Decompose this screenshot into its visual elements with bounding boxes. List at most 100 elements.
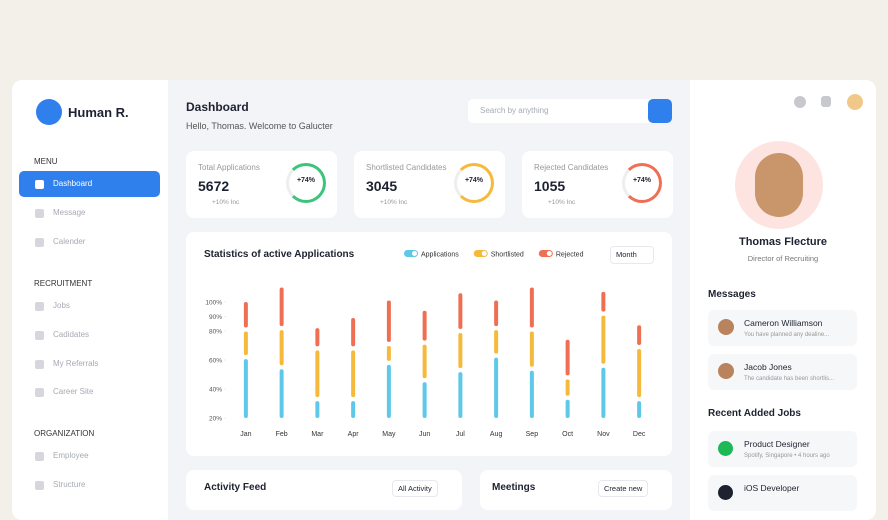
- brand: Human R.: [68, 105, 129, 120]
- period-select[interactable]: Month: [610, 246, 654, 264]
- stat-value: 5672: [198, 178, 230, 194]
- x-tick-label: Jul: [456, 431, 465, 438]
- stat-card: Shortlisted Candidates 3045 +10% Inc +74%: [354, 151, 505, 218]
- job-logo: [718, 485, 733, 500]
- profile-name: Thomas Flecture: [738, 236, 828, 248]
- bar-segment: [351, 401, 356, 418]
- job-title: iOS Developer: [744, 483, 800, 493]
- search-box[interactable]: Search by anything: [468, 99, 672, 123]
- bar-segment: [458, 333, 463, 369]
- x-tick-label: May: [382, 431, 396, 438]
- profile-avatar: [735, 141, 823, 229]
- nav-icon: [35, 388, 44, 397]
- bar-segment: [386, 300, 391, 343]
- bar-segment: [565, 339, 570, 376]
- nav-item[interactable]: My Referrals: [53, 359, 99, 368]
- chart: 20% 40% 60% 80% 90% 100% Applications Shortlist…: [205, 250, 646, 438]
- bell-icon[interactable]: [821, 96, 831, 107]
- page: Human R. MENU Dashboard Message Calender REC…: [12, 80, 876, 520]
- stat-note: +10% Inc: [212, 199, 240, 206]
- bar-segment: [279, 369, 284, 418]
- x-tick-label: Dec: [633, 431, 646, 438]
- nav-item[interactable]: Message: [53, 208, 86, 217]
- bar-segment: [565, 399, 570, 418]
- help-icon[interactable]: [794, 96, 806, 108]
- stat-label: Rejected Candidates: [534, 163, 609, 172]
- legend-label: Applications: [421, 252, 459, 259]
- bar-segment: [529, 331, 534, 367]
- nav-icon: [35, 238, 44, 247]
- jobs-title: Recent Added Jobs: [708, 408, 801, 419]
- bar-segment: [243, 302, 248, 328]
- job-title: Product Designer: [744, 439, 810, 449]
- chart-title: Statistics of active Applications: [204, 249, 355, 260]
- bar-segment: [601, 367, 606, 418]
- bar-segment: [243, 359, 248, 418]
- nav-icon: [35, 180, 44, 189]
- section-title: ORGANIZATION: [34, 429, 95, 438]
- bar-segment: [315, 401, 320, 418]
- bar-segment: [529, 370, 534, 418]
- message-item[interactable]: Jacob Jones The candidate has been shortl…: [708, 354, 857, 390]
- logo: [36, 99, 62, 125]
- message-name: Cameron Williamson: [744, 318, 823, 328]
- stat-ring: [454, 163, 494, 203]
- bar-segment: [315, 350, 320, 398]
- avatar-small[interactable]: [847, 94, 863, 110]
- meetings-title: Meetings: [492, 482, 536, 493]
- y-tick-label: 80%: [209, 329, 222, 336]
- bar-segment: [351, 350, 356, 398]
- meetings-action[interactable]: Create new: [598, 480, 649, 497]
- stat-badge: +74%: [464, 177, 484, 184]
- bar-segment: [351, 317, 356, 347]
- stat-value: 3045: [366, 178, 398, 194]
- section-title: MENU: [34, 157, 58, 166]
- legend-knob: [481, 251, 487, 256]
- message-avatar: [718, 363, 734, 379]
- stat-label: Shortlisted Candidates: [366, 163, 447, 172]
- y-tick-label: 60%: [209, 358, 222, 365]
- x-tick-label: Oct: [562, 431, 573, 438]
- legend-label: Rejected: [556, 252, 584, 259]
- x-tick-label: Feb: [276, 431, 288, 438]
- bar-segment: [458, 372, 463, 418]
- nav-icon: [35, 360, 44, 369]
- nav-item[interactable]: Jobs: [53, 301, 70, 310]
- nav-item[interactable]: Career Site: [53, 387, 94, 396]
- nav-item[interactable]: Structure: [53, 480, 86, 489]
- nav-item[interactable]: Calender: [53, 237, 86, 246]
- nav-icon: [35, 209, 44, 218]
- bar-segment: [529, 287, 534, 328]
- nav-item[interactable]: Employee: [53, 451, 89, 460]
- activity-filter[interactable]: All Activity: [392, 480, 438, 497]
- bar-segment: [243, 331, 248, 356]
- message-item[interactable]: Cameron Williamson You have planned any d…: [708, 310, 857, 346]
- y-tick-label: 40%: [209, 387, 222, 394]
- job-item[interactable]: iOS Developer: [708, 475, 857, 511]
- x-tick-label: Apr: [348, 431, 360, 438]
- bar-segment: [422, 310, 427, 341]
- bar-segment: [494, 300, 499, 327]
- search-button[interactable]: [648, 99, 672, 123]
- nav-item[interactable]: Cadidates: [53, 330, 90, 339]
- bar-segment: [279, 330, 284, 366]
- bar-segment: [601, 291, 606, 312]
- nav-item[interactable]: Dashboard: [53, 179, 93, 188]
- stat-badge: +74%: [632, 177, 652, 184]
- stat-note: +10% Inc: [380, 199, 408, 206]
- legend-label: Shortlisted: [491, 252, 524, 259]
- stat-card: Rejected Candidates 1055 +10% Inc +74%: [522, 151, 673, 218]
- message-text: You have planned any dealine...: [744, 332, 830, 338]
- job-item[interactable]: Product Designer Spotify, Singapore • 4 h…: [708, 431, 857, 467]
- job-logo: [718, 441, 733, 456]
- bar-segment: [637, 325, 642, 345]
- stat-card: Total Applications 5672 +10% Inc +74%: [186, 151, 337, 218]
- page-title: Dashboard: [186, 100, 249, 114]
- chart-card: Statistics of active Applications Month …: [186, 232, 672, 456]
- x-tick-label: Jun: [419, 431, 430, 438]
- y-tick-label: 20%: [209, 416, 222, 423]
- bar-segment: [601, 315, 606, 364]
- message-text: The candidate has been shortlis...: [744, 376, 835, 382]
- y-tick-label: 90%: [209, 314, 222, 321]
- nav-icon: [35, 331, 44, 340]
